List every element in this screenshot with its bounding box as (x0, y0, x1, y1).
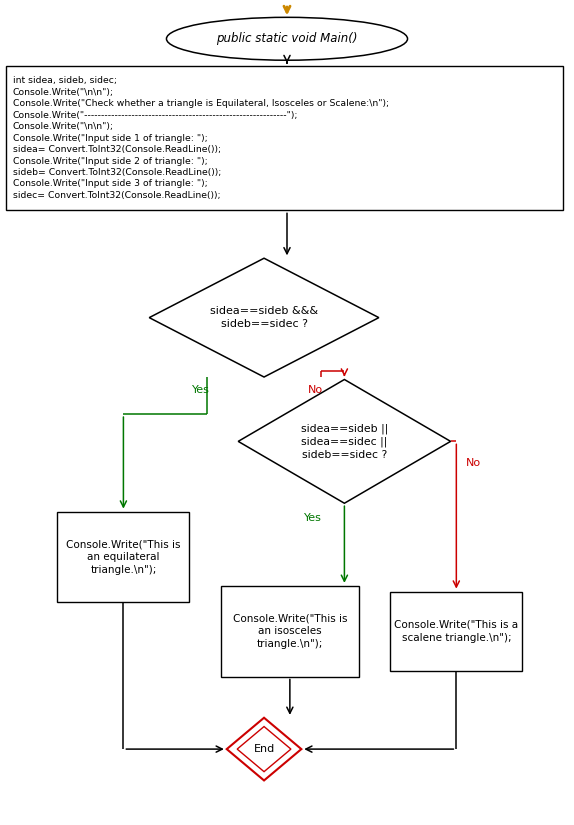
Text: public static void Main(): public static void Main() (216, 32, 358, 45)
Text: No: No (466, 458, 481, 468)
Text: sidea==sideb &&&
sideb==sidec ?: sidea==sideb &&& sideb==sidec ? (210, 306, 318, 329)
Text: sidea==sideb ||
sidea==sidec ||
sideb==sidec ?: sidea==sideb || sidea==sidec || sideb==s… (301, 423, 388, 460)
Bar (390, 592, 522, 671)
Text: No: No (308, 385, 323, 395)
Text: Yes: Yes (192, 385, 210, 395)
Text: End: End (253, 744, 275, 754)
Bar (6, 66, 563, 210)
Bar (221, 586, 359, 676)
Text: Console.Write("This is
an isosceles
triangle.\n");: Console.Write("This is an isosceles tria… (232, 613, 347, 649)
Text: Console.Write("This is
an equilateral
triangle.\n");: Console.Write("This is an equilateral tr… (66, 539, 181, 575)
Bar (57, 512, 189, 602)
Text: Yes: Yes (304, 513, 321, 523)
Text: int sidea, sideb, sidec;
Console.Write("\n\n");
Console.Write("Check whether a t: int sidea, sideb, sidec; Console.Write("… (13, 77, 389, 200)
Text: Console.Write("This is a
scalene triangle.\n");: Console.Write("This is a scalene triangl… (394, 620, 518, 643)
